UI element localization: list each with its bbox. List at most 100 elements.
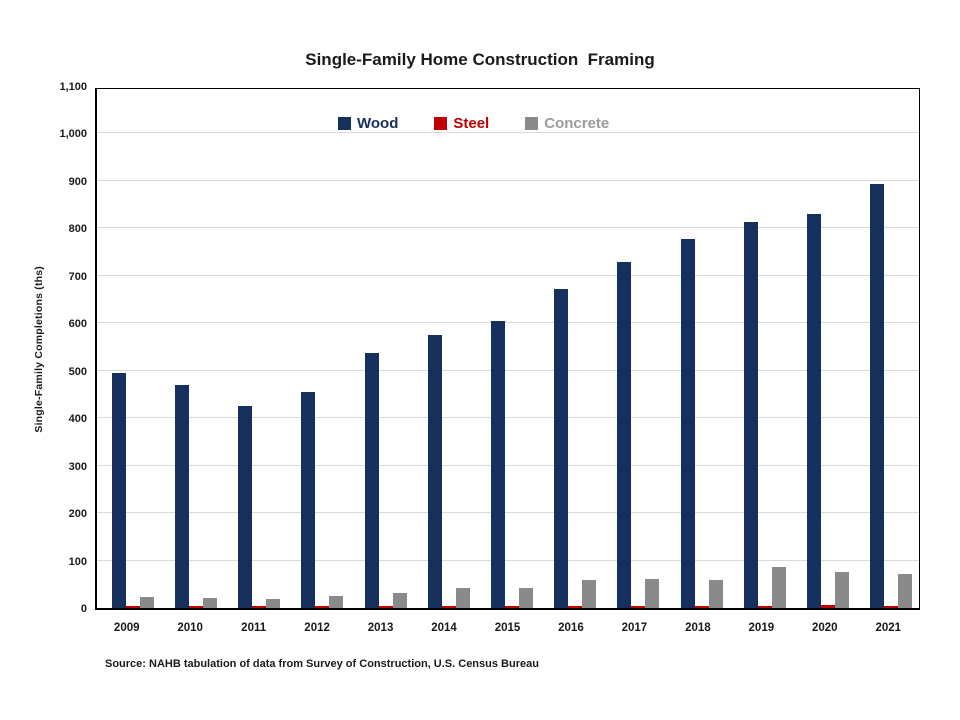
legend-item-wood: Wood	[338, 115, 398, 132]
wood-bar-2009	[111, 373, 126, 608]
x-tick-label-2009: 2009	[113, 622, 140, 634]
bar-group-2012	[287, 89, 350, 608]
steel-bar-2019	[757, 606, 772, 608]
gridline-200	[97, 512, 919, 513]
y-tick-label-0: 0	[80, 603, 87, 615]
y-tick-label-200: 200	[68, 508, 87, 521]
x-tick-label-2017: 2017	[621, 622, 648, 634]
steel-bar-2018	[694, 606, 709, 608]
concrete-bar-2018	[708, 580, 723, 608]
x-tick-label-2019: 2019	[748, 622, 775, 634]
steel-bar-2015	[505, 606, 520, 608]
plot-area: Wood Steel Concrete	[95, 88, 920, 610]
concrete-bar-2020	[835, 572, 850, 608]
concrete-bar-2019	[771, 567, 786, 608]
x-tick-label-2011: 2011	[241, 622, 267, 634]
gridline-600	[97, 322, 919, 323]
concrete-bar-2015	[519, 588, 534, 608]
steel-bar-2021	[884, 606, 899, 608]
bar-group-2016	[540, 89, 603, 608]
x-tick-label-2012: 2012	[304, 622, 330, 634]
steel-bar-2014	[441, 606, 456, 608]
steel-bar-2016	[568, 606, 583, 608]
x-tick-label-2014: 2014	[431, 622, 457, 634]
source-note: Source: NAHB tabulation of data from Sur…	[105, 658, 539, 670]
gridline-400	[97, 417, 919, 418]
bar-group-2017	[603, 89, 666, 608]
gridline-900	[97, 180, 919, 181]
legend-swatch-concrete	[525, 117, 539, 130]
wood-bar-2018	[680, 239, 695, 608]
y-axis-title: Single-Family Completions (ths)	[28, 88, 50, 610]
y-tick-label-800: 800	[68, 223, 87, 236]
bar-group-2013	[350, 89, 413, 608]
gridline-800	[97, 227, 919, 228]
gridline-700	[97, 275, 919, 276]
wood-bar-2012	[301, 392, 316, 608]
bar-group-2014	[413, 89, 476, 608]
concrete-bar-2010	[202, 598, 217, 608]
bar-group-2020	[793, 89, 856, 608]
x-tick-label-2020: 2020	[811, 622, 838, 634]
concrete-bar-2012	[329, 596, 344, 608]
concrete-bar-2016	[582, 580, 597, 608]
gridline-1000	[97, 132, 919, 133]
wood-bar-2017	[617, 262, 632, 608]
steel-bar-2020	[821, 605, 836, 608]
wood-bar-2010	[174, 385, 189, 608]
x-tick-label-2021: 2021	[875, 622, 902, 634]
legend-item-steel: Steel	[434, 115, 489, 132]
x-tick-label-2015: 2015	[494, 622, 521, 634]
gridline-500	[97, 370, 919, 371]
bar-group-2021	[856, 89, 919, 608]
legend-swatch-steel	[434, 117, 448, 130]
wood-bar-2020	[807, 214, 822, 608]
y-tick-label-600: 600	[68, 318, 87, 331]
concrete-bar-2021	[898, 574, 913, 608]
wood-bar-2015	[491, 321, 506, 608]
concrete-bar-2017	[645, 579, 660, 608]
gridline-100	[97, 560, 919, 561]
y-tick-label-1100: 1,100	[59, 81, 87, 93]
legend-label-wood: Wood	[357, 115, 399, 132]
bar-group-2015	[476, 89, 539, 608]
wood-bar-2021	[870, 184, 885, 608]
wood-bar-2011	[238, 406, 253, 608]
gridline-300	[97, 465, 919, 466]
y-tick-label-400: 400	[68, 413, 87, 426]
x-tick-label-2018: 2018	[685, 622, 711, 634]
legend-label-concrete: Concrete	[544, 115, 610, 132]
steel-bar-2011	[252, 606, 267, 608]
bar-group-2010	[160, 89, 223, 608]
steel-bar-2010	[188, 606, 203, 608]
concrete-bar-2014	[455, 588, 470, 608]
bar-group-2011	[223, 89, 286, 608]
x-tick-label-2010: 2010	[177, 622, 203, 634]
bar-group-2019	[729, 89, 792, 608]
x-tick-label-2016: 2016	[558, 622, 584, 634]
wood-bar-2013	[364, 353, 379, 608]
concrete-bar-2013	[392, 593, 407, 608]
chart-title: Single-Family Home Construction Framing	[305, 50, 655, 69]
y-tick-label-500: 500	[68, 365, 87, 378]
steel-bar-2012	[315, 606, 330, 608]
x-tick-label-2013: 2013	[367, 622, 394, 634]
bar-group-2018	[666, 89, 729, 608]
legend-label-steel: Steel	[453, 115, 490, 132]
y-tick-label-1000: 1,000	[59, 128, 87, 141]
steel-bar-2009	[125, 606, 140, 608]
wood-bar-2014	[427, 335, 442, 608]
y-tick-label-100: 100	[68, 555, 87, 568]
y-axis-title-text: Single-Family Completions (ths)	[33, 265, 45, 433]
wood-bar-2019	[743, 222, 758, 608]
legend-swatch-wood	[338, 117, 351, 130]
steel-bar-2013	[378, 606, 393, 608]
y-tick-label-300: 300	[68, 460, 87, 473]
bar-group-2009	[97, 89, 160, 608]
wood-bar-2016	[554, 289, 569, 608]
y-tick-label-900: 900	[68, 175, 87, 188]
chart-legend: Wood Steel Concrete	[338, 115, 609, 132]
concrete-bar-2009	[139, 597, 154, 608]
steel-bar-2017	[631, 606, 646, 608]
